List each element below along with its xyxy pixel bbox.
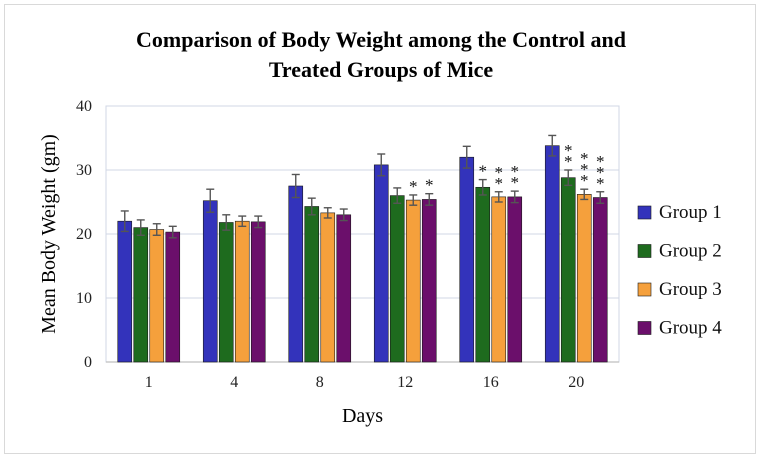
significance-marker: * (495, 163, 504, 182)
bar-group-4-day-20 (592, 197, 608, 363)
significance-marker: * (596, 174, 605, 193)
significance-marker: * (580, 149, 589, 168)
bar-group-4-day-1 (165, 231, 181, 363)
bar-group-1-day-8 (288, 185, 304, 363)
legend-swatch-group-4 (637, 321, 652, 335)
significance-marker: * (580, 160, 589, 179)
chart-title-line: Comparison of Body Weight among the Cont… (136, 27, 626, 52)
significance-marker: * (479, 162, 488, 181)
legend-label: Group 1 (659, 202, 722, 223)
bar-group-3-day-12 (405, 199, 421, 363)
x-tick-label: 4 (230, 374, 238, 391)
significance-marker: * (564, 152, 573, 171)
y-tick-label: 0 (84, 354, 92, 371)
bar-group-2-day-12 (389, 195, 405, 363)
x-tick-label: 8 (316, 374, 324, 391)
x-axis-label: Days (342, 405, 383, 427)
legend-label: Group 2 (659, 241, 722, 262)
significance-marker: * (425, 176, 434, 195)
significance-marker: * (495, 174, 504, 193)
chart-frame: Comparison of Body Weight among the Cont… (4, 4, 756, 454)
significance-marker: * (409, 177, 418, 196)
bar-group-1-day-20 (544, 145, 560, 363)
x-tick-label: 20 (568, 374, 584, 391)
legend-swatch-group-3 (637, 282, 652, 297)
bar-group-3-day-4 (234, 220, 250, 363)
legend-swatch-group-2 (637, 244, 652, 258)
bar-group-3-day-8 (320, 212, 336, 363)
bar-group-3-day-1 (149, 229, 165, 363)
bar-group-4-day-12 (421, 199, 437, 363)
bar-group-2-day-1 (133, 227, 149, 363)
significance-marker: * (511, 162, 520, 181)
x-tick-label: 12 (397, 374, 413, 391)
bar-group-1-day-16 (459, 156, 475, 363)
bar-group-1-day-12 (373, 164, 389, 363)
bar-group-3-day-16 (491, 196, 507, 363)
bar-group-1-day-4 (202, 200, 218, 363)
bar-group-2-day-20 (560, 177, 576, 363)
y-tick-label: 10 (76, 290, 92, 307)
significance-marker: * (564, 141, 573, 160)
y-axis-label: Mean Body Weight (gm) (38, 134, 60, 334)
x-tick-label: 1 (145, 374, 153, 391)
significance-marker: * (596, 163, 605, 182)
bar-chart: Comparison of Body Weight among the Cont… (38, 27, 722, 427)
legend-label: Group 3 (659, 279, 722, 300)
significance-marker: * (580, 171, 589, 190)
significance-marker: * (511, 173, 520, 192)
bar-group-3-day-20 (576, 194, 592, 363)
legend-label: Group 4 (659, 318, 722, 339)
y-tick-label: 20 (76, 226, 92, 243)
bar-group-4-day-16 (507, 196, 523, 363)
chart-title-line: Treated Groups of Mice (269, 57, 493, 82)
bar-group-2-day-4 (218, 222, 234, 363)
legend-swatch-group-1 (637, 205, 652, 220)
bar-group-2-day-8 (304, 206, 320, 363)
x-tick-label: 16 (483, 374, 499, 391)
bar-group-4-day-4 (250, 221, 266, 363)
bar-group-4-day-8 (336, 214, 352, 363)
y-tick-label: 30 (76, 162, 92, 179)
bar-group-2-day-16 (475, 186, 491, 363)
bar-group-1-day-1 (117, 220, 133, 363)
y-tick-label: 40 (76, 98, 92, 115)
significance-marker: * (596, 152, 605, 171)
